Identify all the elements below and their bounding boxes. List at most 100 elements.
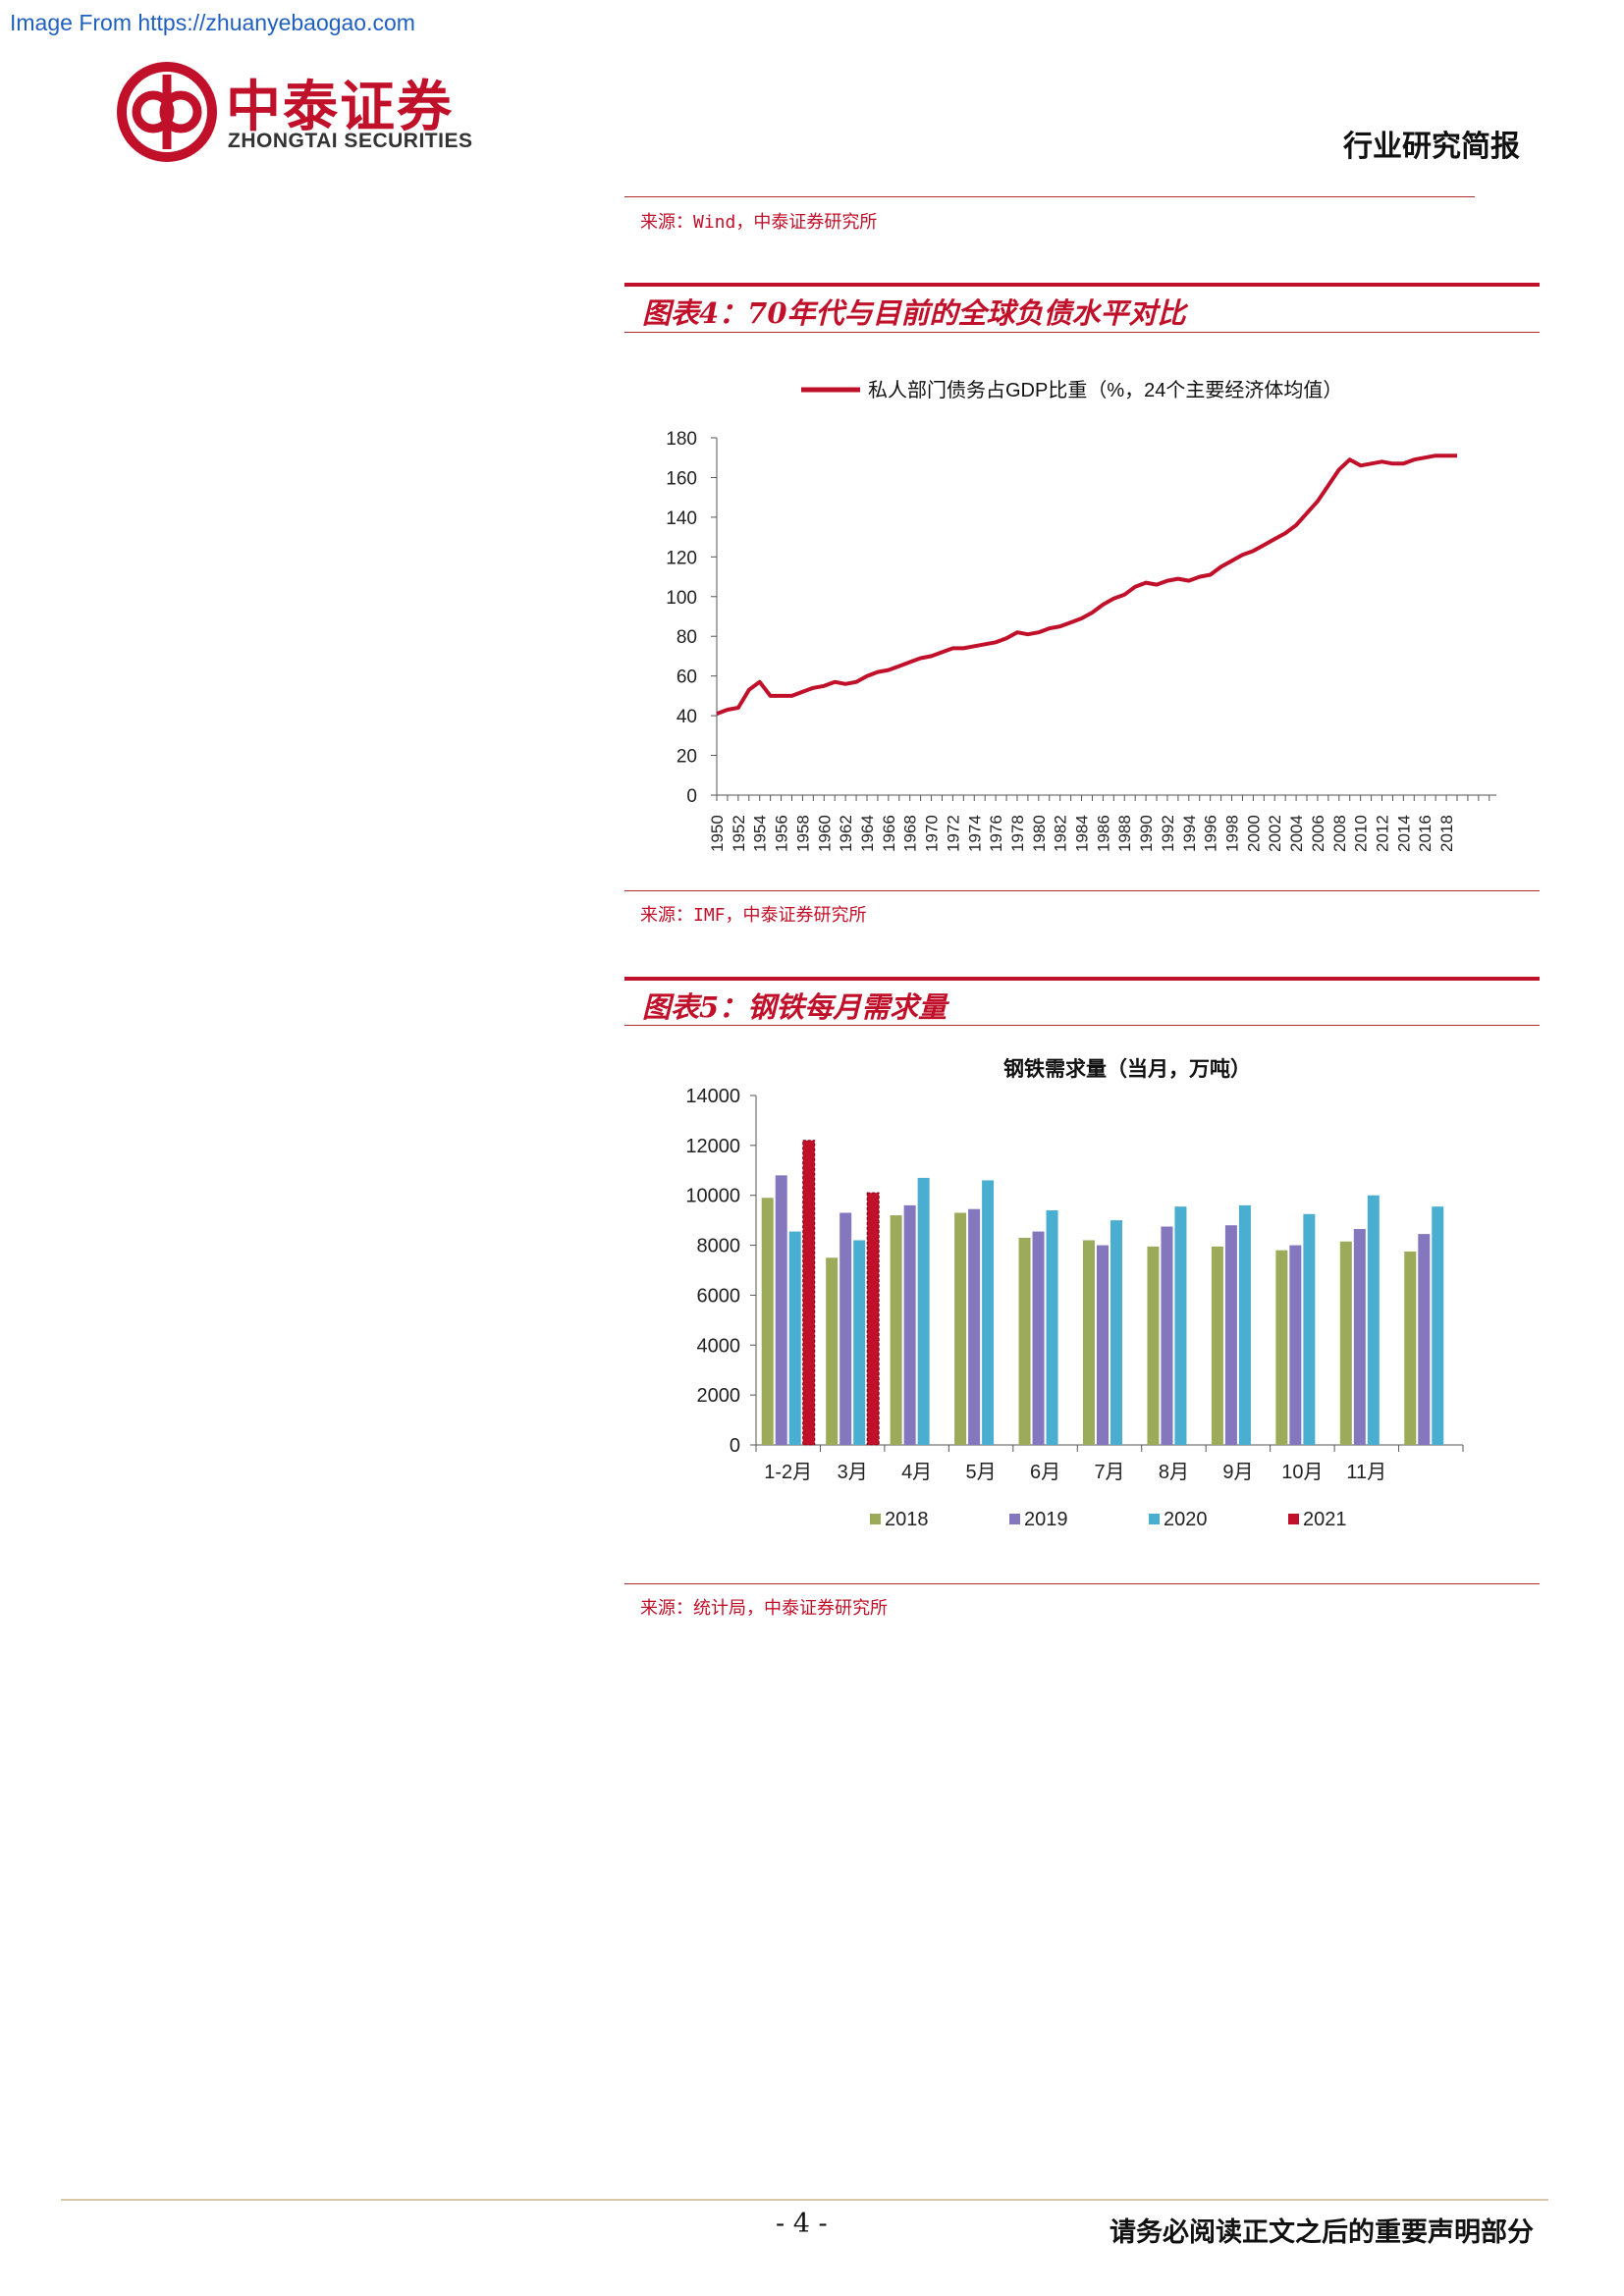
legend-label: 私人部门债务占GDP比重（%，24个主要经济体均值）: [868, 379, 1342, 401]
x-tick-label: 1954: [751, 815, 770, 852]
bar-2019: [1353, 1229, 1366, 1445]
x-category-label: 6月: [1030, 1462, 1060, 1483]
x-category-label: 1-2月: [764, 1462, 812, 1483]
bar-2019: [839, 1212, 852, 1445]
y-tick-label: 180: [666, 429, 697, 450]
x-tick-label: 1986: [1094, 815, 1112, 852]
y-tick-label: 0: [730, 1435, 740, 1457]
figure4-title-rule: [624, 332, 1540, 333]
x-tick-label: 1990: [1137, 815, 1156, 852]
y-tick-label: 100: [666, 588, 697, 609]
legend-swatch-2021: [1288, 1514, 1299, 1524]
y-tick-label: 6000: [697, 1285, 741, 1307]
x-tick-label: 1976: [987, 815, 1005, 852]
legend-label: 2020: [1164, 1509, 1208, 1530]
bar-2018: [761, 1198, 774, 1445]
figure5-title-rule: [624, 1025, 1540, 1026]
y-tick-label: 80: [677, 627, 697, 648]
x-tick-label: 1968: [901, 815, 920, 852]
bar-2020: [1046, 1209, 1058, 1445]
figure5-top-rule: [624, 977, 1540, 981]
x-tick-label: 1974: [965, 815, 984, 852]
bar-2018: [1147, 1246, 1160, 1445]
legend-label: 2018: [885, 1509, 929, 1530]
bar-2019: [1224, 1225, 1237, 1445]
figure5-title: 图表5：钢铁每月需求量: [642, 990, 947, 1024]
x-tick-label: 2002: [1266, 815, 1284, 852]
x-tick-label: 1964: [858, 815, 877, 852]
y-tick-label: 40: [677, 707, 697, 727]
bar-2020: [1174, 1206, 1187, 1445]
x-tick-label: 2018: [1437, 815, 1456, 852]
chart-title: 钢铁需求量（当月，万吨）: [1003, 1057, 1251, 1081]
x-tick-label: 1978: [1008, 815, 1027, 852]
steel-demand-bar-chart: 钢铁需求量（当月，万吨） 0 2000 4000 6000 8000 10000 12000 1…: [685, 1057, 1464, 1530]
x-category-label: 3月: [838, 1462, 868, 1483]
x-tick-label: 1996: [1202, 815, 1220, 852]
x-category-label: 8月: [1159, 1462, 1189, 1483]
bar-2019: [1418, 1234, 1431, 1445]
y-tick-label: 14000: [685, 1086, 740, 1107]
figure4-title: 图表4：70年代与目前的全球负债水平对比: [642, 296, 1186, 330]
bar-2018: [954, 1212, 967, 1445]
bar-2020: [1303, 1213, 1316, 1445]
bar-2021: [866, 1192, 880, 1446]
x-tick-label: 1972: [944, 815, 962, 852]
bar-2018: [1083, 1240, 1095, 1445]
legend-swatch-2019: [1009, 1514, 1020, 1524]
divider: [624, 196, 1475, 197]
bar-2019: [968, 1208, 981, 1445]
x-tick-label: 1966: [880, 815, 898, 852]
source-watermark: Image From https://zhuanyebaogao.com: [10, 10, 415, 35]
x-tick-label: 1952: [730, 815, 748, 852]
x-tick-label: 1984: [1073, 815, 1092, 852]
bar-2018: [890, 1215, 902, 1445]
x-tick-label: 1970: [923, 815, 942, 852]
y-tick-label: 140: [666, 508, 697, 529]
company-logo: 中泰证券 ZHONGTAI SECURITIES: [116, 61, 489, 169]
x-tick-label: 2004: [1287, 815, 1306, 852]
bar-2019: [1289, 1245, 1302, 1445]
figure5-source: 来源：统计局，中泰证券研究所: [640, 1598, 888, 1619]
document-type: 行业研究简报: [1343, 130, 1520, 164]
footer-rule: [61, 2199, 1548, 2201]
x-tick-label: 1962: [837, 815, 855, 852]
bar-2020: [1367, 1195, 1380, 1445]
legend-swatch-2020: [1149, 1514, 1160, 1524]
bar-2020: [853, 1240, 866, 1445]
x-tick-label: 1960: [815, 815, 834, 852]
x-tick-label: 1950: [708, 815, 727, 852]
y-tick-label: 120: [666, 548, 697, 568]
y-tick-label: 160: [666, 468, 697, 489]
y-tick-label: 12000: [685, 1136, 740, 1157]
legend-swatch-2018: [870, 1514, 881, 1524]
bar-2020: [1110, 1220, 1122, 1445]
figure4-top-rule: [624, 283, 1540, 287]
bar-2018: [826, 1257, 839, 1445]
page-number: - 4 -: [776, 2209, 828, 2239]
bar-2018: [1404, 1251, 1417, 1445]
figure5-bottom-rule: [624, 1583, 1540, 1584]
x-tick-label: 1994: [1180, 815, 1199, 852]
bar-2019: [1097, 1245, 1109, 1445]
x-tick-label: 2014: [1394, 815, 1413, 852]
x-category-label: 9月: [1222, 1462, 1253, 1483]
x-tick-label: 1956: [773, 815, 791, 852]
y-tick-label: 2000: [697, 1385, 741, 1407]
logo-name-en: ZHONGTAI SECURITIES: [228, 130, 473, 152]
footer-disclaimer: 请务必阅读正文之后的重要声明部分: [1110, 2217, 1534, 2248]
bar-2020: [1432, 1206, 1444, 1445]
bar-2020: [982, 1180, 995, 1445]
y-tick-label: 4000: [697, 1335, 741, 1357]
x-tick-label: 1998: [1223, 815, 1242, 852]
x-category-label: 7月: [1094, 1462, 1124, 1483]
logo-emblem-icon: [117, 62, 217, 162]
y-tick-label: 10000: [685, 1186, 740, 1207]
logo-name-cn: 中泰证券: [226, 76, 454, 139]
x-tick-label: 2016: [1416, 815, 1435, 852]
y-tick-label: 0: [686, 786, 697, 807]
x-tick-label: 2006: [1309, 815, 1327, 852]
figure4-bottom-rule: [624, 890, 1540, 891]
bar-2019: [1161, 1226, 1173, 1445]
x-tick-label: 2008: [1330, 815, 1349, 852]
